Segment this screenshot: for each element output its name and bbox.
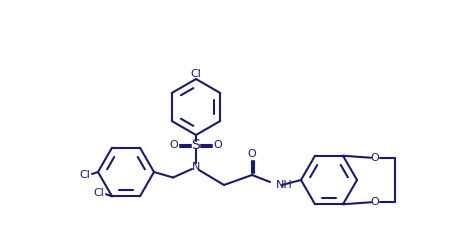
Text: N: N	[192, 162, 200, 172]
Text: S: S	[192, 138, 200, 152]
Text: O: O	[370, 153, 379, 163]
Text: Cl: Cl	[79, 170, 90, 180]
Text: O: O	[213, 140, 222, 150]
Text: O: O	[247, 149, 256, 159]
Text: Cl: Cl	[191, 69, 201, 79]
Text: O: O	[170, 140, 178, 150]
Text: O: O	[370, 197, 379, 207]
Text: NH: NH	[276, 180, 293, 190]
Text: Cl: Cl	[93, 188, 104, 198]
